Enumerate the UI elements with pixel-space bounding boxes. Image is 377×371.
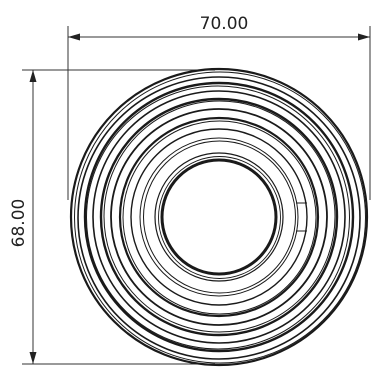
width-arrowhead-right xyxy=(358,33,370,41)
bore-circle xyxy=(160,158,278,276)
ring-circle xyxy=(130,128,308,306)
concentric-ring-part xyxy=(69,67,369,367)
ring-circle xyxy=(69,67,369,367)
ring-circle xyxy=(154,152,284,282)
ring-circle xyxy=(86,85,350,350)
ring-circle xyxy=(92,90,346,344)
ring-circle xyxy=(103,100,336,333)
ring-circle xyxy=(77,76,361,360)
width-dimension-label: 70.00 xyxy=(200,14,249,34)
ring-circle xyxy=(74,71,366,364)
ring-circle xyxy=(99,97,339,337)
ring-circle xyxy=(143,140,296,294)
width-arrowhead-left xyxy=(68,33,80,41)
ring-circle xyxy=(110,108,328,326)
ring-circle xyxy=(158,156,281,279)
ring-circle xyxy=(122,120,317,315)
height-dimension: 68.00 xyxy=(9,69,215,365)
height-arrowhead-top xyxy=(29,70,37,82)
width-dimension: 70.00 xyxy=(67,14,371,200)
ring-circle xyxy=(139,137,299,297)
height-arrowhead-bottom xyxy=(29,352,37,364)
ring-circle xyxy=(83,81,355,353)
height-dimension-label: 68.00 xyxy=(9,199,29,248)
ring-circle xyxy=(118,116,320,318)
